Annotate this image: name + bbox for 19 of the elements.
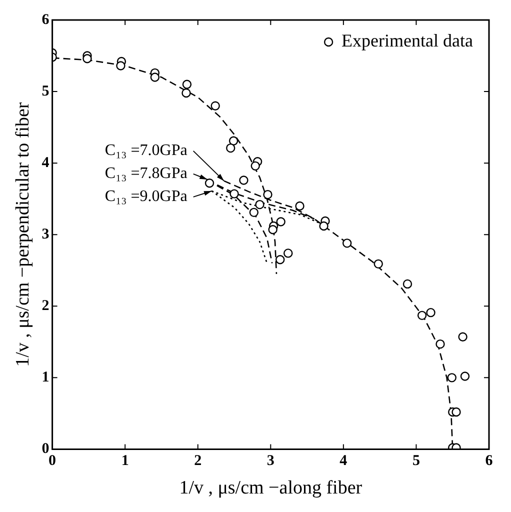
y-tick-label: 6 [42,12,50,28]
y-tick-label: 3 [42,226,50,242]
annotation: C₁₃ =7.8GPa [104,165,188,182]
x-tick-label: 4 [340,453,348,470]
x-tick-label: 5 [412,453,420,470]
y-tick-label: 2 [42,298,50,314]
legend-label: Experimental data [342,30,474,51]
x-tick-label: 6 [485,453,494,470]
y-tick-label: 4 [42,154,50,171]
y-tick-label: 1 [42,370,50,386]
x-tick-label: 3 [266,453,274,470]
annotation: C₁₃ =9.0GPa [104,188,188,206]
x-tick-label: 1 [121,453,129,470]
x-axis-title: 1/v , μs/cm −along fiber [179,478,363,499]
y-tick-label: 0 [42,441,50,458]
y-axis-title: 1/v , μs/cm −perpendicular to fiber [12,102,34,367]
x-tick-label: 2 [194,453,202,470]
annotation: C₁₃ =7.0GPa [104,142,188,160]
y-tick-label: 5 [42,83,50,100]
